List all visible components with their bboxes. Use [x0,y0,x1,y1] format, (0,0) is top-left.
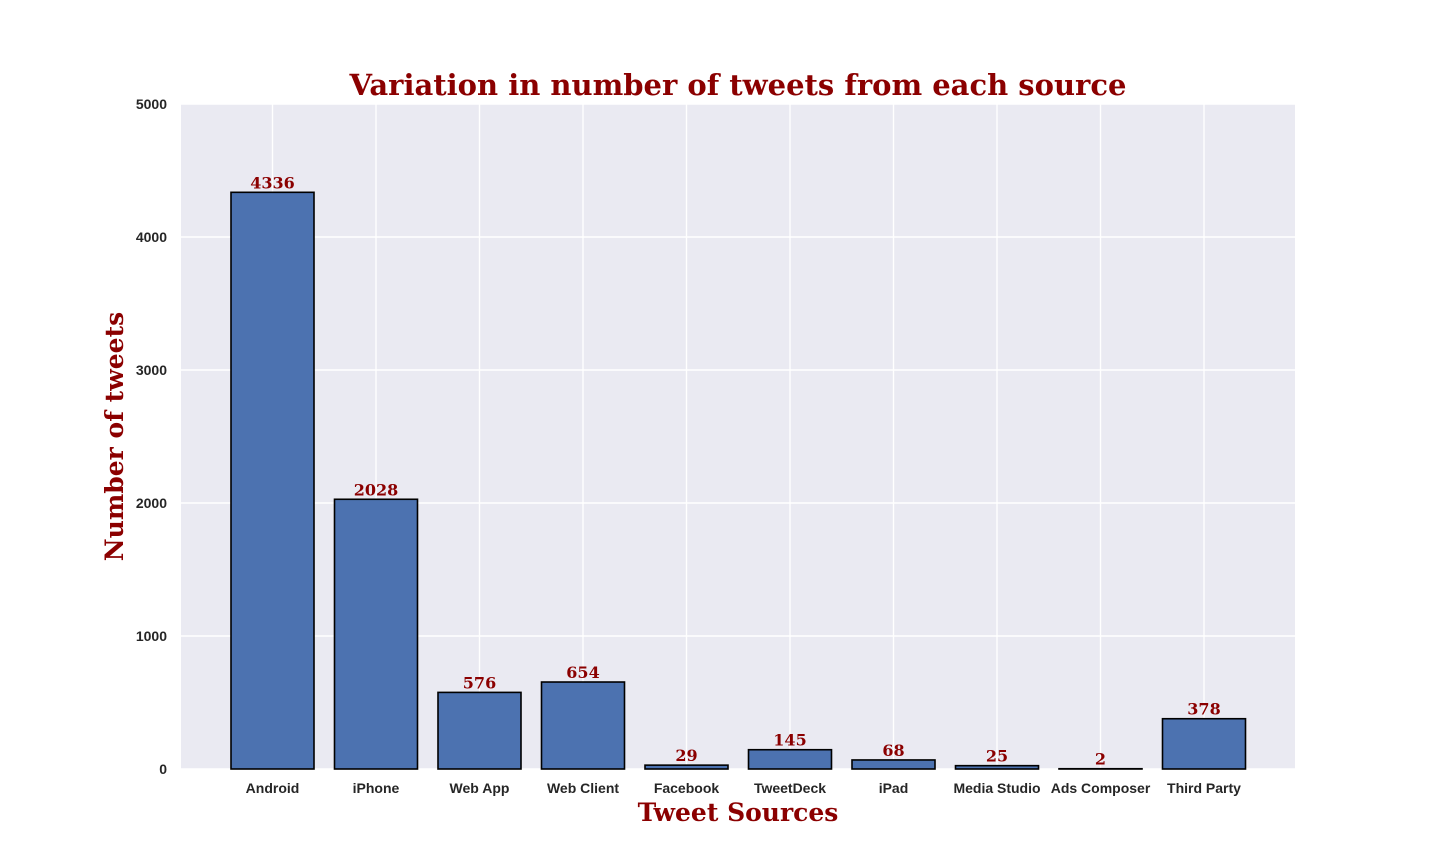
x-tick-android: Android [246,780,300,796]
data-label-facebook: 29 [675,746,697,765]
y-tick-label: 0 [159,761,167,777]
bar-android [230,191,315,770]
x-tick-iphone: iPhone [353,780,400,796]
data-labels: 4336 2028 576 654 29 145 68 25 2 378 [250,173,1220,768]
bar-facebook [644,764,729,770]
x-tick-ads-composer: Ads Composer [1051,780,1151,796]
x-tick-web-client: Web Client [547,780,619,796]
data-label-third-party: 378 [1187,700,1220,719]
data-label-ads-composer: 2 [1095,750,1106,769]
y-tick-labels: 0 1000 2000 3000 4000 5000 [136,96,167,777]
data-label-ipad: 68 [882,741,904,760]
chart-title: Variation in number of tweets from each … [349,68,1127,102]
bar-ipad [851,759,936,770]
data-label-iphone: 2028 [354,480,399,499]
bar-web-app [437,691,522,770]
data-label-android: 4336 [250,173,295,192]
y-tick-label: 3000 [136,362,167,378]
x-tick-facebook: Facebook [654,780,720,796]
x-axis-label: Tweet Sources [638,798,839,827]
x-tick-third-party: Third Party [1167,780,1241,796]
bar-third-party [1161,717,1247,770]
x-tick-media-studio: Media Studio [953,780,1040,796]
x-tick-ipad: iPad [879,780,909,796]
bar-iphone [333,498,419,770]
data-label-web-app: 576 [463,673,496,692]
bar-tweetdeck [747,748,833,770]
x-tick-web-app: Web App [450,780,510,796]
bar-web-client [540,681,626,770]
data-label-media-studio: 25 [986,747,1008,766]
y-tick-label: 1000 [136,628,167,644]
x-tick-tweetdeck: TweetDeck [754,780,826,796]
y-axis-label: Number of tweets [100,312,129,561]
y-tick-label: 4000 [136,229,167,245]
y-tick-label: 2000 [136,495,167,511]
x-tick-labels: Android iPhone Web App Web Client Facebook Tw… [246,780,1241,796]
data-label-tweetdeck: 145 [773,731,806,750]
y-tick-label: 5000 [136,96,167,112]
bar-media-studio [954,764,1040,770]
bars [230,191,1247,770]
data-label-web-client: 654 [566,663,599,682]
